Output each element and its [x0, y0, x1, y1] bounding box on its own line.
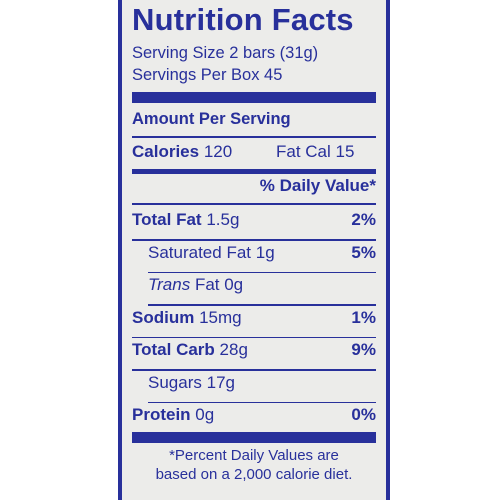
nutrient-name-amount: Sodium 15mg	[132, 308, 242, 328]
nutrient-row: Total Carb 28g 9%	[132, 340, 376, 366]
nutrient-amount: 17g	[206, 372, 235, 392]
nutrient-amount: 0g	[195, 405, 215, 424]
fat-calories-label: Fat Cal	[276, 142, 331, 161]
nutrient-name-amount: Saturated Fat 1g	[148, 243, 275, 263]
thick-divider-bottom	[132, 432, 376, 443]
thin-divider	[132, 203, 376, 205]
fat-calories: Fat Cal 15	[276, 142, 354, 162]
nutrient-name: Protein	[132, 405, 191, 424]
nutrient-name-amount: Protein 0g	[132, 405, 214, 425]
nutrient-amount: 15mg	[199, 307, 242, 327]
nutrient-amount: 1g	[255, 242, 275, 262]
nutrient-name: Total Fat	[132, 210, 202, 229]
calories-label: Calories	[132, 142, 200, 161]
nutrient-row: Protein 0g 0%	[132, 405, 376, 431]
nutrient-row: Total Fat 1.5g 2%	[132, 210, 376, 236]
nutrient-row: Saturated Fat 1g 5%	[132, 243, 376, 269]
row-divider	[148, 304, 376, 306]
nutrient-amount: Fat 0g	[194, 275, 244, 294]
row-divider	[148, 401, 376, 403]
nutrient-name: Sodium	[132, 307, 195, 327]
nutrient-row: Sugars 17g	[132, 373, 376, 399]
nutrient-name-amount: Sugars 17g	[148, 373, 235, 393]
thick-divider-top	[132, 92, 376, 103]
footnote: *Percent Daily Values are based on a 2,0…	[132, 446, 376, 484]
calories-value: 120	[203, 142, 233, 161]
label-title: Nutrition Facts	[132, 2, 354, 37]
nutrient-daily-value: 5%	[351, 242, 376, 262]
amount-per-serving-heading: Amount Per Serving	[132, 110, 291, 128]
footnote-line: *Percent Daily Values are	[169, 447, 339, 464]
daily-value-heading: % Daily Value*	[259, 176, 376, 195]
nutrient-daily-value: 2%	[351, 210, 376, 229]
nutrient-name: Saturated Fat	[148, 242, 252, 262]
serving-size: Serving Size 2 bars (31g)	[132, 44, 319, 62]
nutrient-amount: 28g	[219, 340, 248, 359]
nutrient-name-amount: Total Carb 28g	[132, 340, 248, 360]
nutrient-amount: 1.5g	[206, 210, 240, 229]
nutrient-daily-value: 9%	[351, 340, 376, 359]
fat-calories-value: 15	[335, 142, 355, 161]
nutrient-name: Trans	[148, 275, 191, 294]
nutrient-name-amount: Total Fat 1.5g	[132, 210, 239, 230]
nutrient-name: Total Carb	[132, 340, 215, 359]
nutrient-row: Trans Fat 0g	[132, 275, 376, 301]
thin-divider	[132, 136, 376, 138]
nutrient-daily-value: 0%	[351, 405, 376, 424]
footnote-line: based on a 2,000 calorie diet.	[155, 466, 353, 483]
label-panel	[118, 0, 390, 500]
row-divider	[132, 239, 376, 241]
row-divider	[132, 369, 376, 371]
nutrient-name-amount: Trans Fat 0g	[148, 275, 243, 295]
nutrient-daily-value: 1%	[351, 307, 376, 327]
medium-divider	[132, 169, 376, 174]
servings-per-container: Servings Per Box 45	[132, 66, 283, 84]
row-divider	[132, 336, 376, 338]
nutrient-row: Sodium 15mg 1%	[132, 308, 376, 334]
label-left-border	[118, 0, 122, 500]
calories-row: Calories 120 Fat Cal 15	[132, 142, 376, 162]
row-divider	[148, 271, 376, 273]
nutrient-name: Sugars	[148, 372, 202, 392]
label-right-border	[386, 0, 390, 500]
